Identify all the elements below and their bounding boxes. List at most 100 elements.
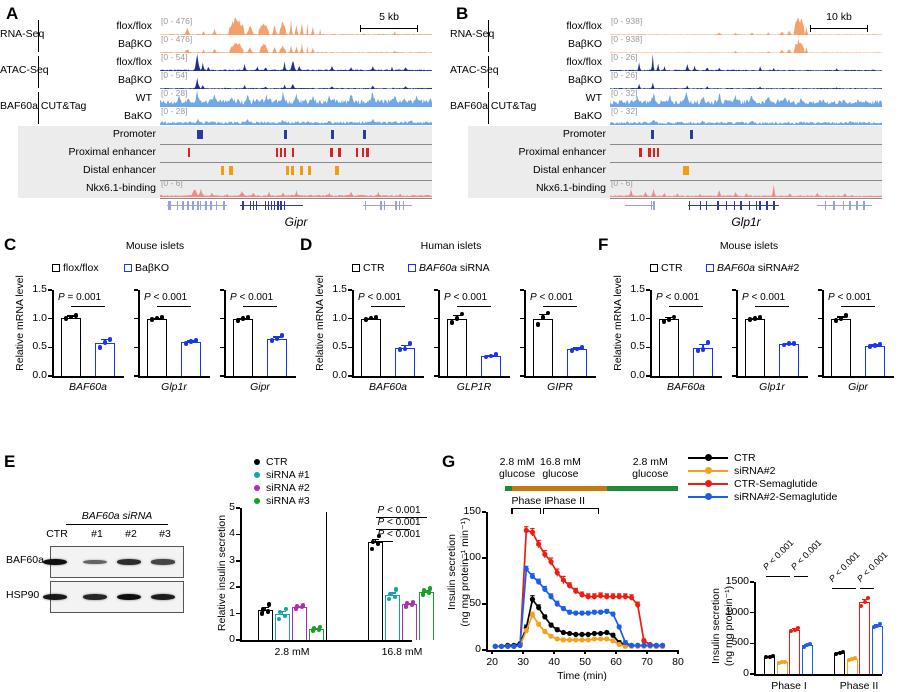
y-axis-title: Relative mRNA level: [14, 275, 26, 371]
bar-1-1: [181, 342, 201, 376]
data-point-1-1-2: [493, 351, 499, 357]
glucose-bar-0: [504, 486, 513, 491]
data-point-1-1-1: [850, 657, 854, 662]
y-tick-1-1: [134, 346, 138, 349]
gene-exon-2-0: [824, 201, 827, 210]
gene-line-0: [624, 205, 655, 207]
y-tick-label-0-0: 0.0: [332, 369, 347, 381]
data-point-0-1-3: [284, 606, 289, 612]
y-tick-0-2: [646, 317, 650, 320]
y-axis-2: [224, 290, 226, 377]
y-axis-2: [822, 290, 824, 377]
track-label-flox-flox: flox/flox: [566, 56, 602, 68]
annotation-mark-1-8: [361, 148, 365, 157]
data-point-1-2-3: [411, 600, 416, 605]
error-cap-1-3: [423, 589, 430, 592]
y-axis-title: Relative mRNA level: [314, 275, 326, 371]
panel-d-title: Human islets: [420, 240, 482, 252]
data-point-1-0-0: [369, 546, 374, 552]
y-axis: [754, 582, 756, 675]
data-point-1-0-0: [747, 316, 753, 322]
phase-bracket-1-top: [543, 508, 600, 510]
track-label-ba-ko: BaβKO: [117, 74, 152, 86]
data-point-2-0-1: [240, 316, 246, 322]
data-point-0-1-1: [402, 346, 408, 352]
data-point-1-0-0: [449, 320, 455, 326]
error-cap-1-2: [406, 602, 413, 605]
group-bracket-1: [38, 56, 39, 88]
data-point-0-1-0: [97, 344, 103, 350]
legend-dot-0: [705, 454, 712, 461]
data-point-1-1-1: [488, 353, 494, 359]
annotation-label-nkx6-1-binding: Nkx6.1-binding: [535, 182, 606, 194]
glucose-label-3b: glucose: [632, 468, 669, 480]
annotation-mark-0-2: [283, 130, 287, 139]
data-point-2-0-2: [245, 315, 251, 320]
legend-label-1: BaβKO: [135, 262, 170, 274]
bar-1-3: [871, 625, 883, 674]
sig-line-3: [860, 588, 874, 590]
annotation-mark-1-0: [639, 148, 642, 157]
gene-exon-1-7: [273, 201, 276, 210]
data-point-0-1-1: [780, 660, 784, 665]
track-2-0: [160, 90, 432, 109]
y-tick-0-3: [48, 289, 52, 291]
x-axis-label-0: Phase I: [771, 680, 807, 692]
blot-band-0-0: [43, 558, 67, 566]
y-tick-2: [750, 611, 754, 614]
y-tick-1-2: [134, 317, 138, 320]
scale-bar-line: [810, 28, 868, 29]
annotation-mark-2-5: [308, 166, 312, 175]
gene-model-track: [160, 199, 432, 213]
data-point-0-0-3: [267, 602, 272, 607]
y-tick-2-1: [818, 346, 822, 349]
panel-a-letter: A: [6, 4, 19, 23]
x-axis-2: [224, 376, 296, 378]
y-tick-1-3: [134, 289, 138, 291]
annotation-mark-2-4: [300, 166, 304, 175]
y-axis-2: [524, 290, 526, 377]
data-point-2-1-2: [579, 344, 585, 350]
data-point-0-0-2: [770, 653, 775, 658]
data-point-1-1-0: [386, 596, 391, 602]
bar-2-1: [865, 345, 885, 376]
y-tick-2-1: [520, 346, 524, 349]
y-tick-label-0-1: 0.5: [32, 340, 47, 353]
p-value-2: P < 0.001: [530, 292, 574, 303]
phase-bracket-0-r: [539, 508, 542, 514]
data-point-0-0-0: [63, 316, 69, 322]
track-range-0-0: [0 - 476]: [161, 16, 193, 26]
legend-g: CTR siRNA#2 CTR-Semaglutide siRNA#2-Semaglu…: [688, 450, 900, 510]
blot-lane-label-1: #1: [91, 528, 103, 540]
blot-band-0-3: [151, 559, 175, 565]
insulin-secretion-chart-e: 0 1 2 3 4 5 Relative insulin secretion CTR siRNA…: [210, 450, 440, 691]
y-tick-2: [482, 557, 486, 559]
track-range-2-0: [0 - 32]: [611, 88, 638, 98]
gene-exon-0-1: [652, 201, 655, 210]
x-axis-label-2: GIPR: [547, 381, 573, 393]
track-1-0: [160, 54, 432, 73]
western-blot-e: BAF60a siRNA CTR #1 #2 #3 BAF60a HSP90: [0, 450, 220, 691]
data-point-1-3-2: [878, 622, 883, 626]
data-point-2-1-1: [872, 343, 878, 348]
y-tick-1-1: [434, 346, 438, 349]
y-axis-title-line1: Insulin secretion: [710, 588, 722, 664]
bar-1-3: [419, 591, 434, 640]
legend-label-0: CTR: [734, 452, 756, 464]
p-value-line-1: [755, 306, 789, 308]
sig-line-2: [832, 588, 856, 590]
gene-line-0: [166, 205, 227, 207]
legend-label-0: CTR: [363, 262, 385, 274]
annotation-mark-0-4: [362, 130, 366, 139]
sig-line-2: [375, 517, 427, 519]
group-bracket-0: [38, 20, 39, 52]
annotation-track-0: [610, 126, 882, 145]
bar-2-0: [831, 318, 851, 376]
glucose-label-1b: glucose: [498, 468, 536, 480]
glucose-label-3: 2.8 mM: [632, 456, 668, 468]
error-bar-1-1: [391, 592, 394, 596]
gene-exon-2-3: [849, 201, 851, 210]
track-range-2-0: [0 - 28]: [161, 88, 188, 98]
gene-exon-1-2: [252, 201, 255, 210]
y-axis-title-line2: (ng mg protein⁻¹): [723, 585, 735, 667]
